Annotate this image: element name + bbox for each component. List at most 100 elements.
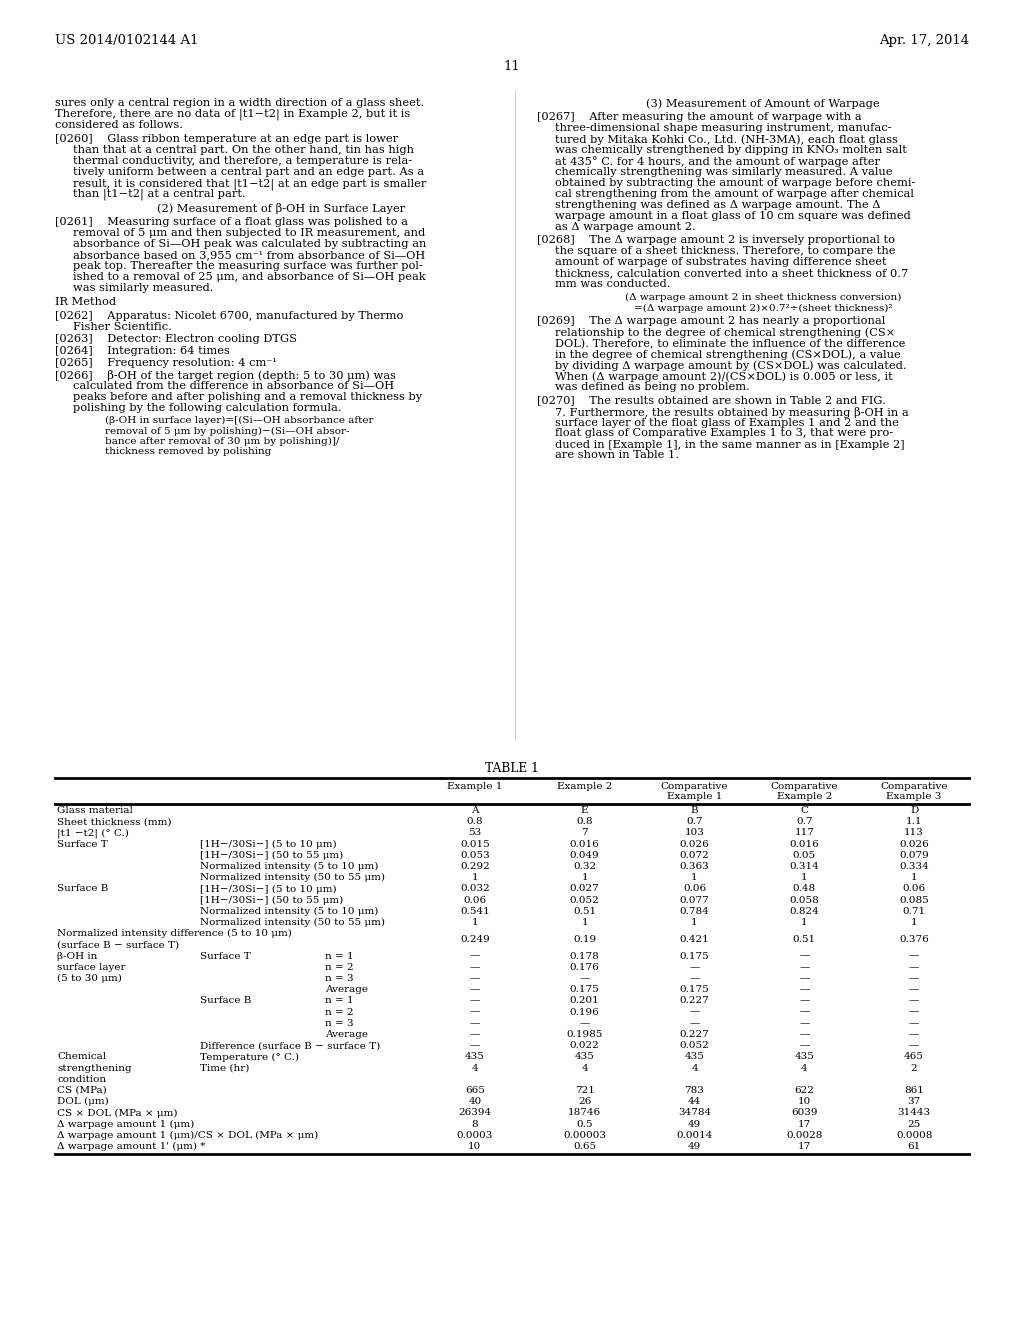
Text: —: —	[909, 974, 920, 983]
Text: —: —	[470, 985, 480, 994]
Text: 0.249: 0.249	[460, 935, 489, 944]
Text: Example 2: Example 2	[557, 781, 612, 791]
Text: by dividing Δ warpage amount by (CS×DOL) was calculated.: by dividing Δ warpage amount by (CS×DOL)…	[555, 360, 906, 371]
Text: IR Method: IR Method	[55, 297, 116, 308]
Text: 18746: 18746	[568, 1109, 601, 1118]
Text: 0.0014: 0.0014	[676, 1131, 713, 1139]
Text: —: —	[909, 997, 920, 1006]
Text: —: —	[909, 1007, 920, 1016]
Text: 0.052: 0.052	[569, 895, 600, 904]
Text: Example 2: Example 2	[776, 792, 831, 801]
Text: Fisher Scientific.: Fisher Scientific.	[73, 322, 172, 333]
Text: Normalized intensity (5 to 10 μm): Normalized intensity (5 to 10 μm)	[200, 862, 379, 871]
Text: 0.7: 0.7	[686, 817, 702, 826]
Text: (β-OH in surface layer)=[(Si—OH absorbance after: (β-OH in surface layer)=[(Si—OH absorban…	[105, 416, 374, 425]
Text: —: —	[689, 962, 699, 972]
Text: the square of a sheet thickness. Therefore, to compare the: the square of a sheet thickness. Therefo…	[555, 246, 896, 256]
Text: 0.178: 0.178	[569, 952, 600, 961]
Text: result, it is considered that |t1−t2| at an edge part is smaller: result, it is considered that |t1−t2| at…	[73, 178, 426, 190]
Text: absorbance of Si—OH peak was calculated by subtracting an: absorbance of Si—OH peak was calculated …	[73, 239, 426, 249]
Text: 7: 7	[582, 829, 588, 837]
Text: (Δ warpage amount 2 in sheet thickness conversion): (Δ warpage amount 2 in sheet thickness c…	[625, 293, 901, 302]
Text: 0.016: 0.016	[569, 840, 600, 849]
Text: thickness removed by polishing: thickness removed by polishing	[105, 447, 271, 457]
Text: as Δ warpage amount 2.: as Δ warpage amount 2.	[555, 222, 695, 232]
Text: [1H−/30Si−] (50 to 55 μm): [1H−/30Si−] (50 to 55 μm)	[200, 895, 343, 904]
Text: 0.784: 0.784	[680, 907, 710, 916]
Text: [0263]    Detector: Electron cooling DTGS: [0263] Detector: Electron cooling DTGS	[55, 334, 297, 345]
Text: 0.077: 0.077	[680, 895, 710, 904]
Text: 0.19: 0.19	[573, 935, 596, 944]
Text: 465: 465	[904, 1052, 924, 1061]
Text: was similarly measured.: was similarly measured.	[73, 282, 213, 293]
Text: 0.5: 0.5	[577, 1119, 593, 1129]
Text: 0.052: 0.052	[680, 1041, 710, 1051]
Text: thermal conductivity, and therefore, a temperature is rela-: thermal conductivity, and therefore, a t…	[73, 156, 412, 166]
Text: C: C	[801, 807, 808, 814]
Text: Example 1: Example 1	[667, 792, 722, 801]
Text: Apr. 17, 2014: Apr. 17, 2014	[879, 34, 969, 48]
Text: 0.053: 0.053	[460, 851, 489, 859]
Text: —: —	[580, 1019, 590, 1028]
Text: 1: 1	[691, 917, 697, 927]
Text: duced in [Example 1], in the same manner as in [Example 2]: duced in [Example 1], in the same manner…	[555, 440, 904, 450]
Text: n = 1: n = 1	[325, 997, 353, 1006]
Text: Comparative: Comparative	[881, 781, 948, 791]
Text: 117: 117	[795, 829, 814, 837]
Text: 0.292: 0.292	[460, 862, 489, 871]
Text: 0.363: 0.363	[680, 862, 710, 871]
Text: D: D	[910, 807, 919, 814]
Text: are shown in Table 1.: are shown in Table 1.	[555, 450, 679, 461]
Text: 0.8: 0.8	[467, 817, 483, 826]
Text: —: —	[799, 985, 810, 994]
Text: 2: 2	[910, 1064, 918, 1073]
Text: —: —	[689, 1007, 699, 1016]
Text: relationship to the degree of chemical strengthening (CS×: relationship to the degree of chemical s…	[555, 327, 895, 338]
Text: n = 2: n = 2	[325, 1007, 353, 1016]
Text: 8: 8	[472, 1119, 478, 1129]
Text: 4: 4	[582, 1064, 588, 1073]
Text: 10: 10	[798, 1097, 811, 1106]
Text: 0.51: 0.51	[793, 935, 816, 944]
Text: 7. Furthermore, the results obtained by measuring β-OH in a: 7. Furthermore, the results obtained by …	[555, 407, 908, 417]
Text: 0.026: 0.026	[899, 840, 929, 849]
Text: Surface T: Surface T	[200, 952, 251, 961]
Text: mm was conducted.: mm was conducted.	[555, 279, 671, 289]
Text: 1.1: 1.1	[906, 817, 923, 826]
Text: Δ warpage amount 1' (μm) *: Δ warpage amount 1' (μm) *	[57, 1142, 206, 1151]
Text: 49: 49	[688, 1119, 701, 1129]
Text: [1H−/30Si−] (50 to 55 μm): [1H−/30Si−] (50 to 55 μm)	[200, 851, 343, 859]
Text: Chemical: Chemical	[57, 1052, 106, 1061]
Text: 49: 49	[688, 1142, 701, 1151]
Text: |t1 −t2| (° C.): |t1 −t2| (° C.)	[57, 829, 129, 838]
Text: 783: 783	[685, 1086, 705, 1096]
Text: strengthening was defined as Δ warpage amount. The Δ: strengthening was defined as Δ warpage a…	[555, 201, 881, 210]
Text: strengthening: strengthening	[57, 1064, 132, 1073]
Text: [0266]    β-OH of the target region (depth: 5 to 30 μm) was: [0266] β-OH of the target region (depth:…	[55, 370, 396, 381]
Text: [0268]    The Δ warpage amount 2 is inversely proportional to: [0268] The Δ warpage amount 2 is inverse…	[537, 235, 895, 246]
Text: 0.175: 0.175	[569, 985, 600, 994]
Text: TABLE 1: TABLE 1	[485, 762, 539, 775]
Text: 0.175: 0.175	[680, 952, 710, 961]
Text: 0.376: 0.376	[899, 935, 929, 944]
Text: bance after removal of 30 μm by polishing)]/: bance after removal of 30 μm by polishin…	[105, 437, 340, 446]
Text: [0261]    Measuring surface of a float glass was polished to a: [0261] Measuring surface of a float glas…	[55, 216, 408, 227]
Text: CS × DOL (MPa × μm): CS × DOL (MPa × μm)	[57, 1109, 177, 1118]
Text: 0.201: 0.201	[569, 997, 600, 1006]
Text: n = 3: n = 3	[325, 974, 353, 983]
Text: —: —	[799, 962, 810, 972]
Text: 1: 1	[691, 874, 697, 882]
Text: 0.026: 0.026	[680, 840, 710, 849]
Text: 37: 37	[907, 1097, 921, 1106]
Text: surface layer of the float glass of Examples 1 and 2 and the: surface layer of the float glass of Exam…	[555, 417, 899, 428]
Text: 4: 4	[801, 1064, 808, 1073]
Text: tively uniform between a central part and an edge part. As a: tively uniform between a central part an…	[73, 168, 424, 177]
Text: —: —	[799, 1019, 810, 1028]
Text: sures only a central region in a width direction of a glass sheet.: sures only a central region in a width d…	[55, 98, 424, 108]
Text: at 435° C. for 4 hours, and the amount of warpage after: at 435° C. for 4 hours, and the amount o…	[555, 156, 880, 166]
Text: 861: 861	[904, 1086, 924, 1096]
Text: 0.085: 0.085	[899, 895, 929, 904]
Text: 0.51: 0.51	[573, 907, 596, 916]
Text: (3) Measurement of Amount of Warpage: (3) Measurement of Amount of Warpage	[646, 98, 880, 108]
Text: —: —	[799, 1007, 810, 1016]
